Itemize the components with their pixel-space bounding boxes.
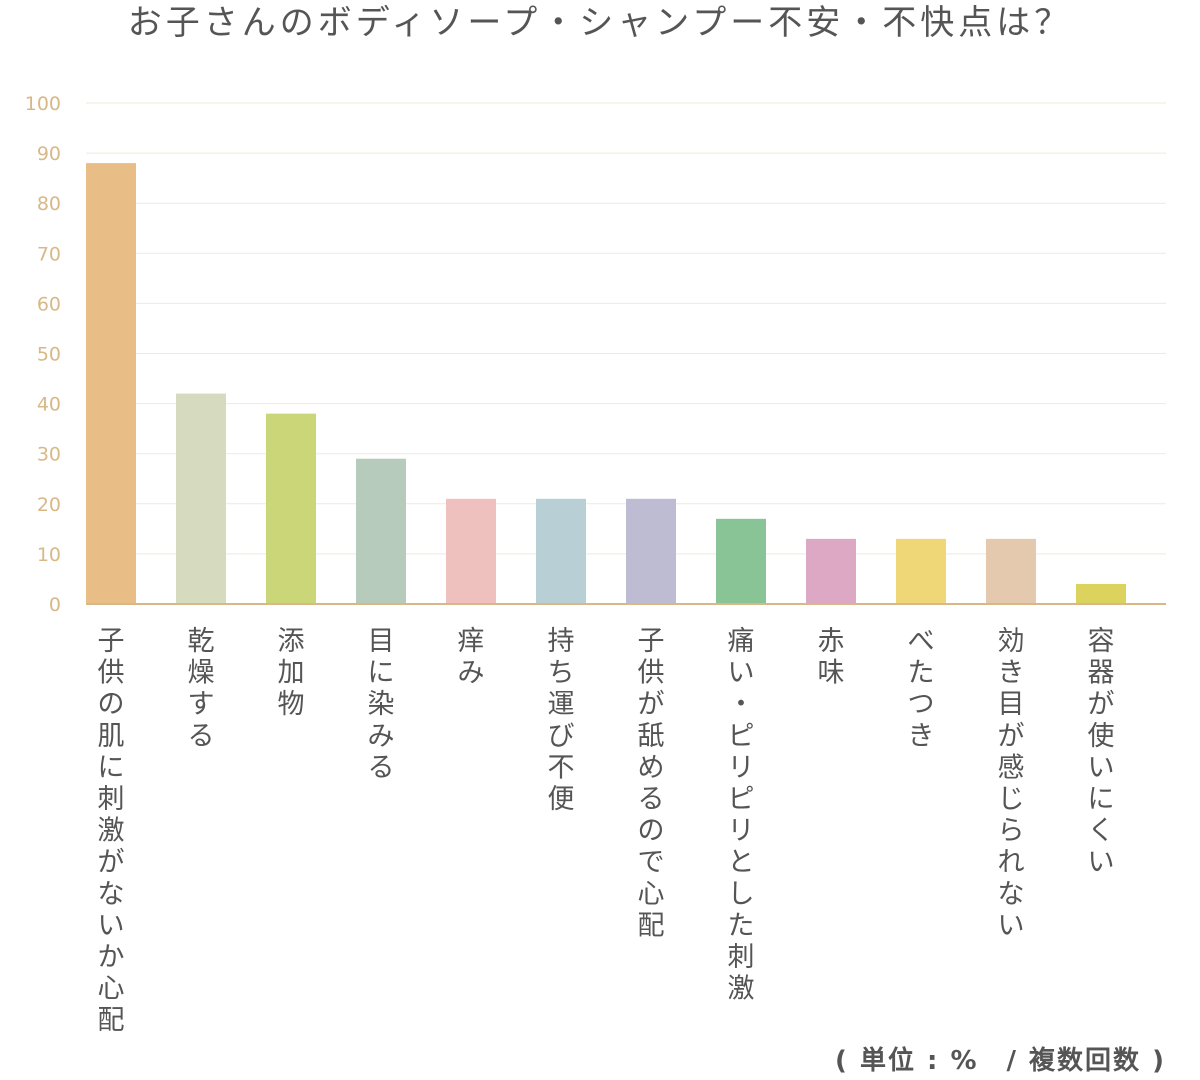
bar [536, 498, 586, 604]
category-label: 目に染みる [368, 626, 395, 783]
category-label: 効き目が感じられない [998, 626, 1025, 941]
y-tick-label: 30 [37, 444, 61, 466]
bar [266, 413, 316, 604]
bar [86, 163, 136, 604]
y-tick-label: 80 [37, 193, 61, 215]
chart-title: お子さんのボディソープ・シャンプー不安・不快点は？ [127, 3, 1073, 43]
y-tick-label: 70 [37, 243, 61, 265]
category-label: 子供が舐めるので心配 [638, 626, 665, 941]
category-label: 痒み [458, 626, 485, 689]
y-tick-label: 10 [37, 544, 61, 566]
y-tick-label: 40 [37, 394, 61, 416]
category-label: 子供の肌に刺激がないか心配 [98, 626, 125, 1036]
y-axis-tick-labels: 0 10 20 30 40 50 60 70 80 90 100 [25, 93, 61, 616]
bar [806, 538, 856, 604]
y-tick-label: 0 [49, 594, 61, 616]
y-tick-label: 20 [37, 494, 61, 516]
category-label: 痛い・ピリピリとした刺激 [728, 626, 755, 1005]
bar [896, 538, 946, 604]
category-label: 赤味 [818, 626, 845, 689]
unit-note: ( 単位 : % / 複数回数 ) [835, 1046, 1166, 1076]
category-label: 添加物 [278, 626, 305, 720]
bars [86, 163, 1126, 604]
bar [716, 518, 766, 604]
bar [626, 498, 676, 604]
bar [986, 538, 1036, 604]
x-axis-category-labels: 子供の肌に刺激がないか心配 乾燥する 添加物 目に染みる 痒み 持ち運び不便 子供が舐めるの… [98, 626, 1115, 1036]
bar [446, 498, 496, 604]
category-label: べたつき [908, 626, 935, 752]
y-tick-label: 50 [37, 344, 61, 366]
bar [1076, 583, 1126, 604]
category-label: 容器が使いにくい [1088, 626, 1115, 878]
y-tick-label: 100 [25, 93, 61, 115]
grid-lines [86, 102, 1166, 555]
y-tick-label: 90 [37, 143, 61, 165]
y-tick-label: 60 [37, 293, 61, 315]
category-label: 持ち運び不便 [548, 626, 575, 815]
bar [356, 458, 406, 604]
bar [176, 393, 226, 604]
category-label: 乾燥する [188, 626, 215, 752]
